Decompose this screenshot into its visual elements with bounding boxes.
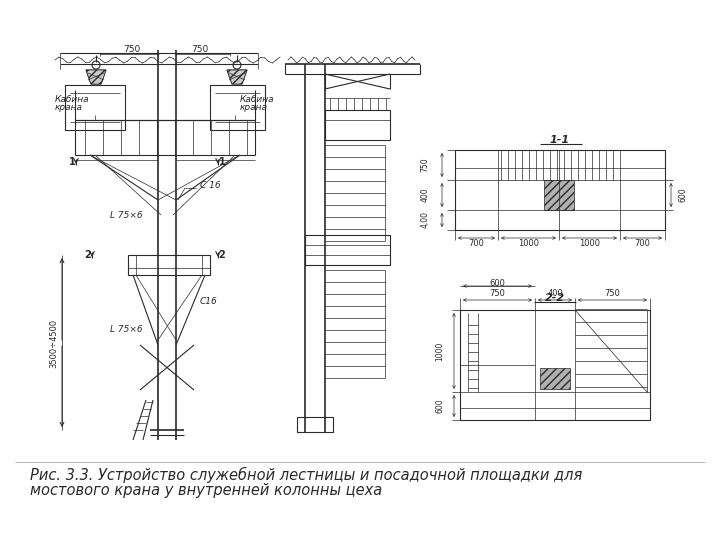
Text: 700: 700	[634, 240, 650, 248]
Bar	[544, 180, 574, 210]
Polygon shape	[227, 70, 247, 84]
Text: 1-1: 1-1	[550, 135, 570, 145]
Text: Кабина: Кабина	[240, 96, 274, 105]
Text: 750: 750	[420, 158, 430, 172]
Text: 750: 750	[490, 288, 505, 298]
Text: 700: 700	[469, 240, 485, 248]
Bar	[210, 85, 265, 130]
Text: крана: крана	[240, 103, 268, 111]
Text: С 16: С 16	[200, 180, 220, 190]
Text: 1000: 1000	[579, 240, 600, 248]
Text: 400: 400	[420, 188, 430, 202]
Bar	[128, 255, 210, 275]
Text: Рис. 3.3. Устройство служебной лестницы и посадочной площадки для: Рис. 3.3. Устройство служебной лестницы …	[30, 467, 582, 483]
Text: 1000: 1000	[518, 240, 539, 248]
Text: 2: 2	[219, 250, 225, 260]
Text: 600: 600	[490, 279, 505, 287]
Bar	[540, 368, 570, 389]
Text: С16: С16	[200, 298, 217, 307]
Circle shape	[92, 61, 100, 69]
Text: 4,00: 4,00	[420, 212, 430, 228]
Text: 750: 750	[605, 288, 621, 298]
Circle shape	[233, 61, 241, 69]
Text: 2-2: 2-2	[545, 293, 565, 303]
Text: 750: 750	[192, 45, 209, 55]
Text: 1000: 1000	[436, 341, 444, 361]
Text: 3500÷4500: 3500÷4500	[50, 319, 58, 368]
Text: 600: 600	[436, 399, 444, 413]
Text: 1: 1	[219, 157, 225, 167]
Polygon shape	[86, 70, 106, 84]
Bar	[305, 235, 390, 265]
Bar	[460, 310, 650, 420]
Text: Кабина: Кабина	[55, 96, 89, 105]
Bar	[297, 417, 333, 432]
Polygon shape	[575, 310, 647, 392]
Text: 2: 2	[85, 250, 91, 260]
Text: крана: крана	[55, 103, 83, 111]
Text: мостового крана у внутренней колонны цеха: мостового крана у внутренней колонны цех…	[30, 483, 382, 497]
Text: 400: 400	[547, 288, 563, 298]
Text: 1: 1	[68, 157, 76, 167]
Text: 750: 750	[123, 45, 140, 55]
Polygon shape	[86, 70, 106, 84]
Bar	[65, 85, 125, 130]
Text: L 75×6: L 75×6	[110, 211, 143, 219]
Text: L 75×6: L 75×6	[110, 326, 143, 334]
Bar	[455, 150, 665, 230]
Text: 600: 600	[678, 188, 688, 202]
Bar	[325, 110, 390, 140]
Polygon shape	[227, 70, 247, 84]
